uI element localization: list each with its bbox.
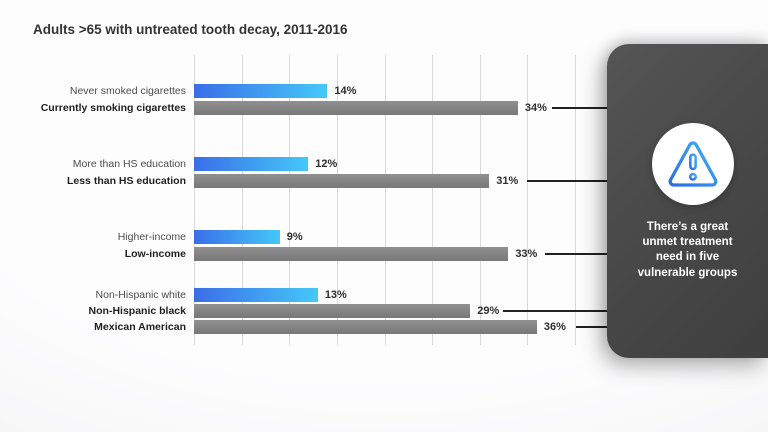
bar-vulnerable [194, 320, 537, 334]
bar-label: More than HS education [72, 158, 186, 170]
bar-value: 34% [524, 101, 547, 114]
bar-label: Non-Hispanic white [95, 289, 186, 301]
warning-icon-badge [652, 123, 734, 205]
gridline [241, 55, 243, 345]
gridline [194, 55, 195, 345]
bar-highlight [194, 84, 328, 98]
callout-line [527, 180, 607, 182]
bar-label: Never smoked cigarettes [69, 85, 186, 97]
bar-label: Non-Hispanic black [88, 305, 186, 317]
gridline [384, 55, 386, 345]
bar-highlight [194, 157, 309, 171]
bar-label: Higher-income [117, 230, 186, 243]
chart-title: Adults >65 with untreated tooth decay, 2… [33, 22, 348, 37]
gridline [289, 55, 291, 345]
bar-highlight [194, 288, 318, 302]
bar-value: 13% [324, 289, 347, 301]
gridline [575, 55, 576, 345]
callout-line [552, 106, 607, 109]
bar-vulnerable [194, 100, 518, 115]
gridline [336, 55, 338, 345]
callout-line [503, 310, 607, 312]
bar-value: 31% [496, 175, 519, 187]
bar-vulnerable [194, 246, 509, 261]
bar-label: Low-income [124, 247, 186, 260]
bar-value: 12% [315, 158, 338, 170]
panel-message: There’s a great unmet treatment need in … [637, 221, 738, 279]
callout-line [545, 252, 607, 255]
bar-value: 29% [477, 305, 500, 317]
bar-label: Currently smoking cigarettes [40, 101, 186, 114]
gridline [432, 55, 434, 345]
bar-label: Mexican American [94, 321, 186, 333]
gridline [479, 55, 481, 345]
callout-panel: There’s a great unmet treatment need in … [607, 44, 768, 358]
bar-label: Less than HS education [66, 175, 186, 187]
bar-vulnerable [194, 174, 490, 188]
gridline [527, 55, 529, 345]
bar-value: 14% [334, 85, 357, 97]
callout-line [576, 326, 607, 328]
warning-triangle-icon [668, 141, 718, 187]
bar-value: 36% [543, 321, 566, 333]
bar-value: 33% [515, 247, 538, 260]
bar-vulnerable [194, 304, 471, 318]
bar-highlight [194, 229, 280, 244]
bar-value: 9% [286, 230, 303, 243]
